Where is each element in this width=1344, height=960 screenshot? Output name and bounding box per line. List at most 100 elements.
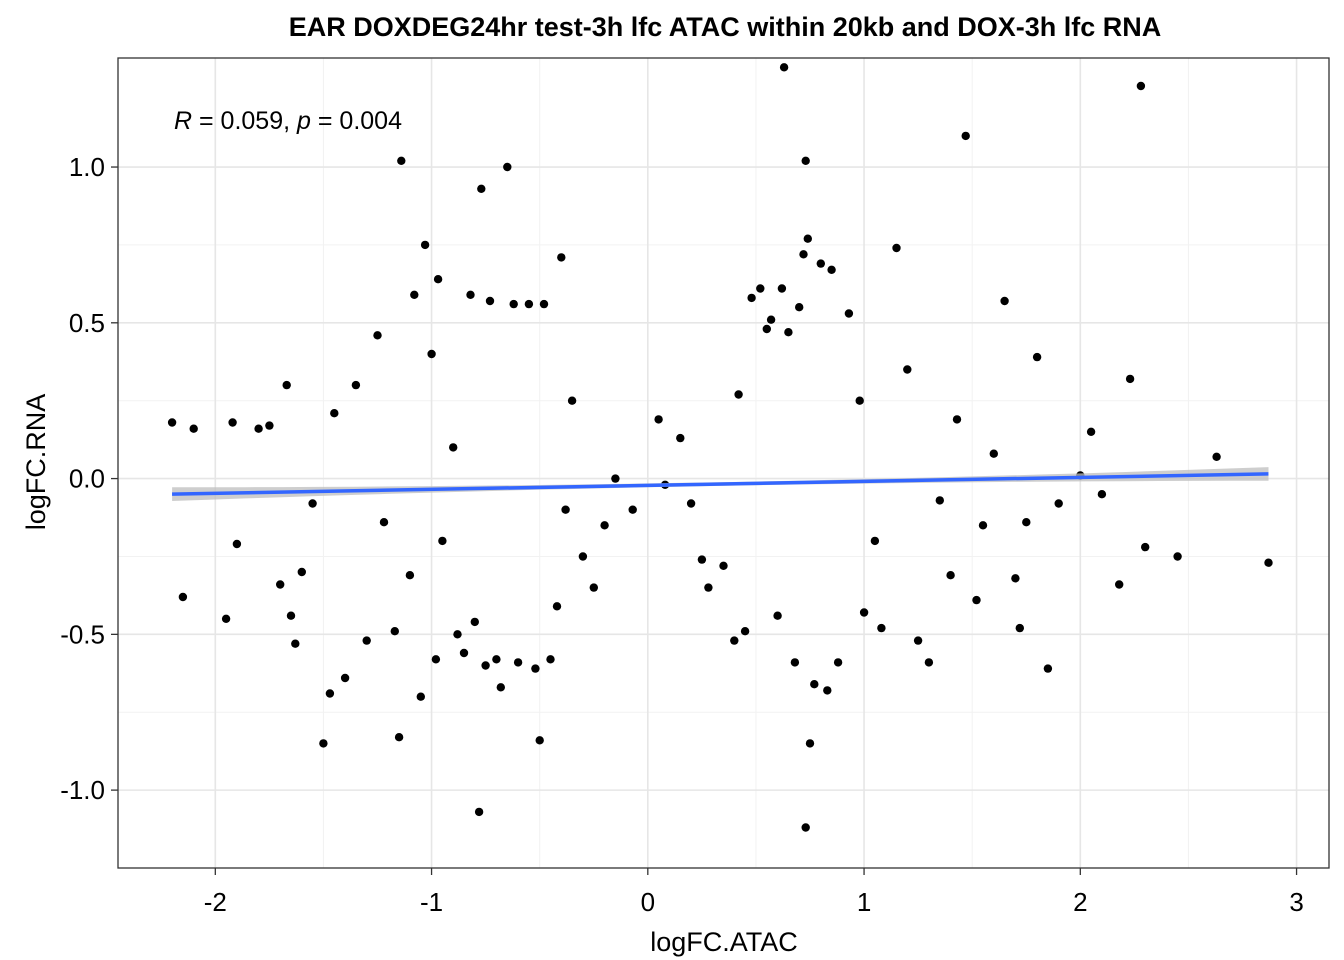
data-point [734,390,743,399]
data-point [178,592,188,602]
data-point [509,299,518,309]
data-point [319,739,328,748]
data-point [390,627,399,636]
data-point [1054,499,1063,508]
data-point [1086,427,1096,436]
data-point [600,521,609,530]
data-point [795,303,804,312]
data-point [282,380,291,390]
data-point [557,253,566,262]
data-point [330,409,339,418]
data-point [410,290,419,299]
data-point [766,315,776,324]
data-point [485,296,495,306]
x-tick-label: -1 [420,887,443,917]
data-point [803,234,812,243]
data-point [855,396,864,405]
data-point [503,162,512,172]
data-point [946,571,955,580]
data-point [844,309,854,318]
data-point [546,655,555,664]
y-tick-label: -1.0 [60,775,105,805]
panel-border [117,57,1330,869]
data-point [254,424,263,433]
data-point [1125,374,1135,384]
data-point [833,658,843,667]
data-point [531,664,540,673]
data-point [823,686,832,695]
y-tick-label: 0.0 [69,464,105,494]
axes: -2 -1 0 1 2 3 -1.0 -0.5 0.0 0.5 1.0 [60,152,1304,917]
data-point [628,505,637,514]
data-point [801,156,810,165]
data-point [1136,81,1146,91]
data-point [989,449,998,458]
data-point [1022,518,1031,527]
data-point [740,627,750,636]
data-point [799,250,808,259]
x-tick-label: 3 [1289,887,1303,917]
data-point [870,536,880,546]
data-point [427,349,436,359]
data-point [351,380,361,390]
data-point [704,583,713,592]
data-point [816,259,825,268]
data-point [756,284,765,293]
data-point [513,658,523,667]
data-point [903,365,912,374]
plot-panel [118,58,1329,868]
data-point [1264,558,1273,567]
data-point [297,567,306,577]
data-point [719,561,728,570]
data-point [777,284,787,293]
data-point [1115,580,1124,589]
data-point [477,184,486,193]
p-symbol: p [296,107,311,135]
data-point [362,636,371,645]
data-point [481,661,490,670]
x-tick-label: 2 [1073,887,1087,917]
data-point [978,521,988,530]
data-point [1032,352,1042,362]
data-point [913,636,923,645]
data-point [524,299,534,309]
data-point [1212,452,1221,461]
data-point [232,539,242,549]
y-tick-label: -0.5 [60,619,105,649]
data-point [276,580,285,589]
p-value: = 0.004 [311,107,402,135]
y-tick-label: 1.0 [69,152,105,182]
data-point [405,571,415,580]
data-point [539,299,549,309]
x-tick-label: 0 [641,887,655,917]
data-point [286,611,296,620]
data-point [1097,490,1107,499]
data-point [459,648,469,658]
data-point [325,689,335,698]
data-point [221,614,231,623]
data-point [496,683,505,692]
stat-annotation: R = 0.059, p = 0.004 [174,107,402,135]
data-point [747,293,756,303]
data-point [972,595,981,605]
data-point [784,328,793,337]
data-point [654,415,663,424]
data-point [697,555,707,564]
data-point [438,536,447,546]
data-point [1043,664,1053,673]
data-point [859,608,869,617]
data-point [470,617,479,627]
data-point [827,265,836,274]
y-tick-label: 0.5 [69,308,105,338]
data-point [449,443,458,452]
data-point [1011,574,1020,583]
data-point [676,433,685,443]
data-point [611,474,620,483]
data-point [340,673,350,683]
data-point [535,736,544,745]
data-point [924,658,934,667]
data-point [397,156,406,165]
data-point [492,655,501,664]
data-point [416,692,425,701]
